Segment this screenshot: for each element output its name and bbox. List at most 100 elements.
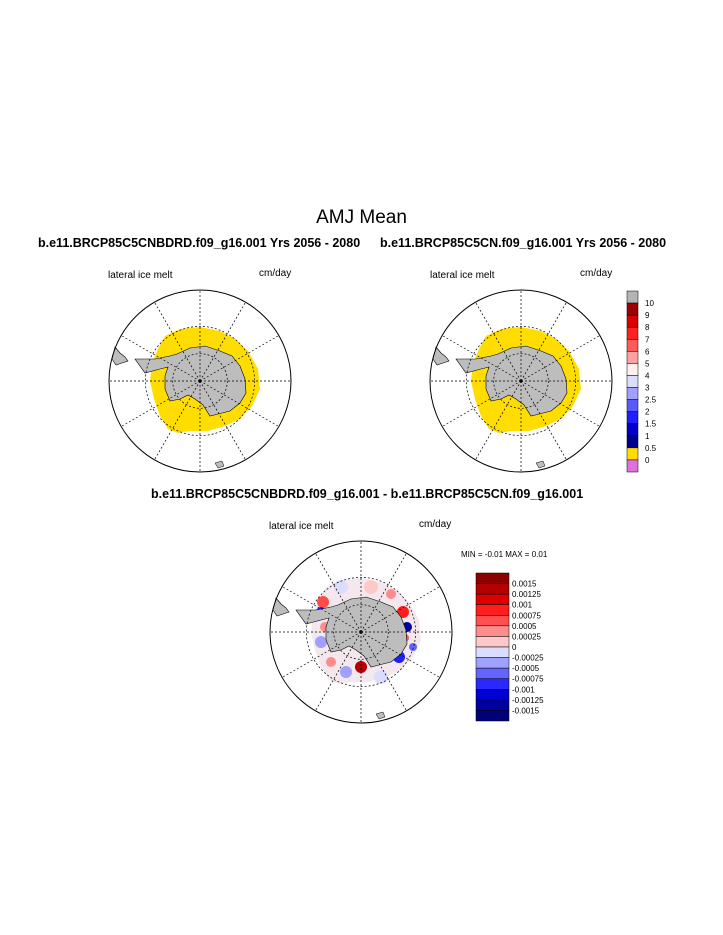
difference-spot <box>397 606 409 618</box>
colorbar-bottom-swatch-2 <box>475 593 510 605</box>
new-zealand-land <box>535 460 546 469</box>
colorbar-top-label-5: 5 <box>645 359 650 368</box>
meridian-line <box>442 380 522 427</box>
south-america-land <box>111 346 129 366</box>
meridian-line <box>475 302 522 382</box>
colorbar-bottom-label-0: 0.0015 <box>512 580 537 589</box>
meridian-line <box>360 586 440 633</box>
colorbar-bottom-swatch-7 <box>475 646 510 658</box>
meridian-line <box>121 380 201 427</box>
meridian-line <box>199 302 246 382</box>
latitude-circle-1 <box>172 353 228 409</box>
south-america-land <box>432 346 450 366</box>
panel3-left-label: lateral ice melt <box>269 521 334 532</box>
colorbar-bottom-swatch-8 <box>475 657 510 669</box>
latitude-circle-2 <box>145 326 255 436</box>
difference-spot <box>317 596 329 608</box>
page-title: AMJ Mean <box>316 207 407 228</box>
colorbar-bottom-label-12: -0.0015 <box>512 706 540 715</box>
meridian-line <box>520 335 600 382</box>
panel3-title: b.e11.BRCP85C5CNBDRD.f09_g16.001 - b.e11… <box>151 487 584 501</box>
colorbar-bottom-label-11: -0.00125 <box>512 696 544 705</box>
difference-spot <box>334 580 348 594</box>
panel1-unit-label: cm/day <box>259 268 292 279</box>
meridian-line <box>282 586 362 633</box>
colorbar-bottom-label-5: 0.00025 <box>512 632 541 641</box>
new-zealand-land <box>214 460 225 469</box>
colorbar-top-label-12: 0.5 <box>645 444 657 453</box>
panel2-left-label: lateral ice melt <box>430 270 495 281</box>
colorbar-top-label-9: 2 <box>645 408 650 417</box>
colorbar-bottom-label-6: 0 <box>512 643 517 652</box>
colorbar-top-label-7: 3 <box>645 384 650 393</box>
meridian-line <box>520 302 567 382</box>
meridian-line <box>442 335 522 382</box>
colorbar-top-label-13: 0 <box>645 456 650 465</box>
colorbar-bottom-label-10: -0.001 <box>512 685 535 694</box>
meridian-line <box>199 380 246 460</box>
difference-spot <box>386 589 396 599</box>
colorbar-bottom-label-8: -0.0005 <box>512 664 540 673</box>
colorbar-bottom-label-3: 0.00075 <box>512 611 541 620</box>
colorbar-top-label-6: 4 <box>645 371 650 380</box>
difference-spot <box>315 636 327 648</box>
panel3-min-max: MIN = -0.01 MAX = 0.01 <box>461 550 548 559</box>
colorbar-top-label-4: 6 <box>645 347 650 356</box>
difference-spot <box>374 670 388 684</box>
meridian-line <box>520 380 600 427</box>
meridian-line <box>121 335 201 382</box>
colorbar-bottom-label-4: 0.0005 <box>512 622 537 631</box>
latitude-circle-1 <box>493 353 549 409</box>
meridian-line <box>315 631 362 711</box>
colorbar-bottom-swatch-3 <box>475 604 510 616</box>
latitude-circle-1 <box>333 604 389 660</box>
latitude-circle-2 <box>466 326 576 436</box>
colorbar-top-label-2: 8 <box>645 323 650 332</box>
meridian-line <box>475 380 522 460</box>
colorbar-bottom-label-7: -0.00025 <box>512 654 544 663</box>
colorbar-bottom-swatch-11 <box>475 689 510 701</box>
colorbar-bottom-label-9: -0.00075 <box>512 675 544 684</box>
colorbar-bottom-swatch-10 <box>475 678 510 690</box>
colorbar-top-label-11: 1 <box>645 432 650 441</box>
colorbar-bottom-swatch-12 <box>475 699 510 711</box>
colorbar-bottom-swatch-13 <box>475 710 510 722</box>
colorbar-top-label-1: 9 <box>645 311 650 320</box>
meridian-line <box>154 302 201 382</box>
colorbar-bottom-swatch-9 <box>475 667 510 679</box>
colorbar-bottom-swatch-6 <box>475 636 510 648</box>
difference-spot <box>409 643 417 651</box>
latitude-circle-2 <box>306 577 416 687</box>
panel2-title: b.e11.BRCP85C5CN.f09_g16.001 Yrs 2056 - … <box>380 236 667 250</box>
colorbar-bottom-swatch-1 <box>475 583 510 595</box>
colorbar-top-swatch-14 <box>626 459 639 473</box>
meridian-line <box>154 380 201 460</box>
difference-spot <box>340 666 352 678</box>
difference-spot <box>326 657 336 667</box>
colorbar-top-label-8: 2.5 <box>645 396 657 405</box>
colorbar-top-label-3: 7 <box>645 335 650 344</box>
meridian-line <box>199 380 279 427</box>
meridian-line <box>520 380 567 460</box>
colorbar-top-label-10: 1.5 <box>645 420 657 429</box>
colorbar-top-label-0: 10 <box>645 299 654 308</box>
colorbar-bottom-swatch-0 <box>475 572 510 584</box>
colorbar-bottom-label-2: 0.001 <box>512 601 533 610</box>
panel1-left-label: lateral ice melt <box>108 270 173 281</box>
map-border <box>269 540 453 724</box>
colorbar-bottom-label-1: 0.00125 <box>512 590 541 599</box>
colorbar-bottom-swatch-4 <box>475 615 510 627</box>
meridian-line <box>360 631 440 678</box>
meridian-line <box>315 553 362 633</box>
difference-spot <box>355 661 367 673</box>
colorbar-bottom-swatch-5 <box>475 625 510 637</box>
map-border <box>108 289 292 473</box>
panel3-unit-label: cm/day <box>419 519 452 530</box>
meridian-line <box>199 335 279 382</box>
panel1-title: b.e11.BRCP85C5CNBDRD.f09_g16.001 Yrs 205… <box>38 236 361 250</box>
